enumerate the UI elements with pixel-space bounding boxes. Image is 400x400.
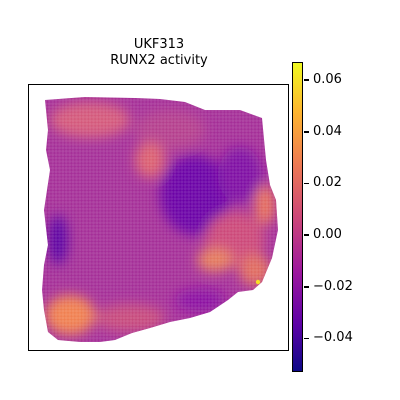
colorbar-tick-label: −0.04 xyxy=(313,330,353,346)
bright-spot xyxy=(255,279,261,285)
colorbar-tick-label: 0.06 xyxy=(313,72,342,88)
colorbar-tick xyxy=(304,337,309,340)
tissue-spots xyxy=(42,97,278,342)
colorbar-tick xyxy=(304,131,309,133)
colorbar-tick xyxy=(304,286,309,288)
chart-subtitle: RUNX2 activity xyxy=(110,53,208,68)
plot-frame xyxy=(28,84,289,351)
colorbar-tick xyxy=(304,79,309,81)
colorbar-tick-label: −0.02 xyxy=(313,278,353,294)
colorbar-tick-label: 0.00 xyxy=(313,227,342,243)
colorbar-tick-label: 0.04 xyxy=(313,123,342,139)
chart-title: UKF313 xyxy=(133,37,185,52)
colorbar-tick-label: 0.02 xyxy=(313,175,342,191)
colorbar-tick xyxy=(304,234,309,236)
colorbar xyxy=(292,62,303,372)
colorbar-tick xyxy=(304,182,309,185)
